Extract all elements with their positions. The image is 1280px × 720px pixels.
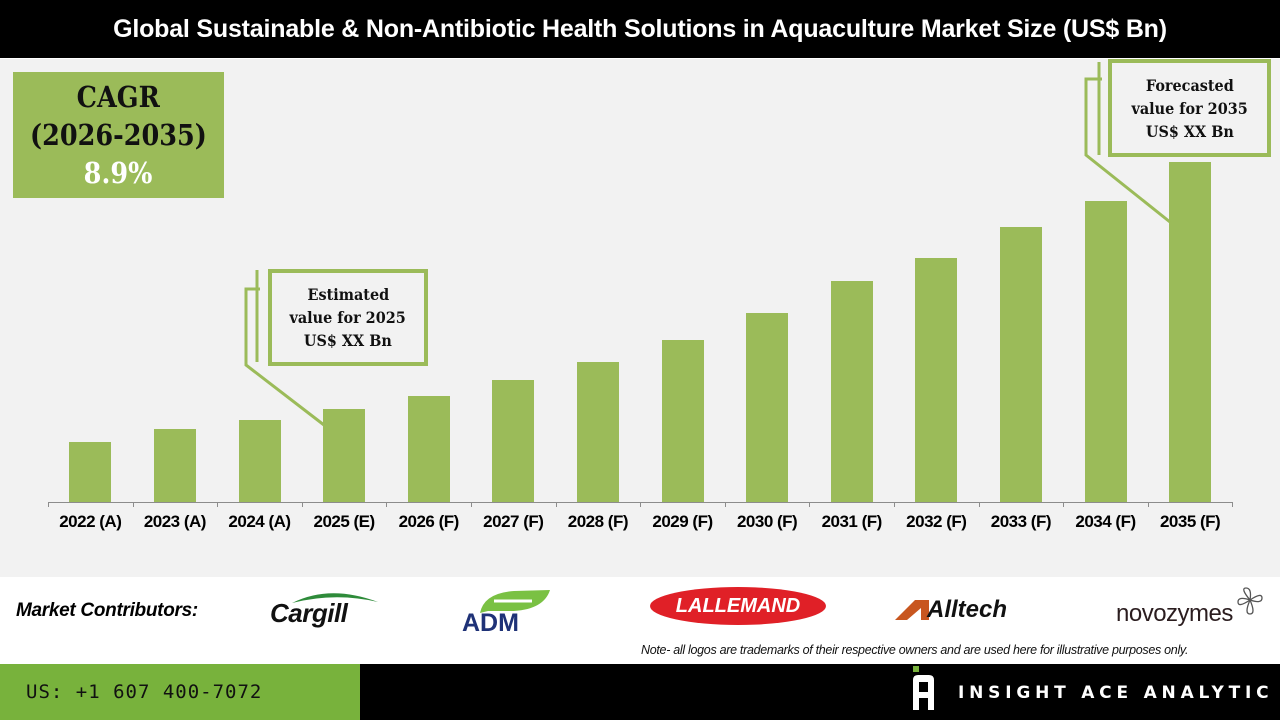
cagr-period: (2026-2035) bbox=[30, 118, 207, 152]
bar-2035 bbox=[1169, 162, 1212, 502]
estimated-line2: value for 2025 bbox=[289, 308, 407, 327]
x-tick bbox=[724, 502, 726, 507]
x-tick bbox=[48, 502, 49, 507]
forecasted-value-callout: Forecasted value for 2035 US$ XX Bn bbox=[1108, 59, 1271, 157]
x-tick bbox=[386, 502, 388, 507]
x-label: 2028 (F) bbox=[567, 512, 629, 531]
footer-brand-bar bbox=[360, 664, 1280, 720]
bar-2030 bbox=[746, 313, 789, 502]
bar-2024 bbox=[238, 420, 281, 502]
adm-logo: ADM bbox=[462, 590, 550, 638]
cargill-logo: Cargill bbox=[270, 593, 378, 629]
bar-2023 bbox=[153, 429, 196, 502]
forecasted-line1: Forecasted bbox=[1145, 75, 1234, 95]
x-label: 2026 (F) bbox=[398, 512, 460, 531]
bar-2031 bbox=[830, 281, 873, 502]
phone-number[interactable]: US: +1 607 400-7072 bbox=[26, 681, 263, 703]
novozymes-clover-icon bbox=[1237, 587, 1263, 615]
x-label: 2030 (F) bbox=[736, 512, 798, 531]
x-tick bbox=[1147, 502, 1149, 507]
bar-2028 bbox=[576, 362, 619, 502]
forecasted-line2: value for 2035 bbox=[1131, 98, 1248, 118]
x-tick bbox=[1232, 502, 1234, 507]
x-label: 2029 (F) bbox=[652, 512, 713, 531]
x-tick bbox=[978, 502, 980, 507]
page-title: Global Sustainable & Non-Antibiotic Heal… bbox=[0, 0, 1280, 58]
brand-name: INSIGHT ACE ANALYTIC bbox=[958, 683, 1274, 703]
footer-phone: US: +1 607 400-7072 bbox=[0, 664, 360, 720]
lallemand-logo: LALLEMAND bbox=[650, 587, 826, 625]
estimated-value-callout: Estimated value for 2025 US$ XX Bn bbox=[268, 269, 428, 366]
x-tick bbox=[809, 502, 811, 507]
cagr-label: CAGR bbox=[76, 80, 161, 114]
x-tick bbox=[640, 502, 642, 507]
x-tick bbox=[301, 502, 303, 507]
forecasted-line3: US$ XX Bn bbox=[1145, 121, 1234, 141]
adm-leaf-icon bbox=[480, 590, 550, 613]
x-label: 2023 (A) bbox=[143, 512, 207, 531]
x-label: 2025 (E) bbox=[313, 512, 375, 531]
bar-2034 bbox=[1084, 201, 1127, 502]
bar-2025 bbox=[323, 409, 366, 502]
x-label: 2035 (F) bbox=[1159, 512, 1221, 531]
x-tick bbox=[132, 502, 134, 507]
bar-2022 bbox=[69, 442, 112, 502]
alltech-a-icon bbox=[895, 600, 929, 620]
novozymes-logo: novozymes bbox=[1116, 587, 1263, 628]
x-tick bbox=[217, 502, 219, 507]
bar-2026 bbox=[407, 396, 450, 502]
bar-2027 bbox=[492, 380, 535, 502]
x-tick bbox=[894, 502, 895, 507]
x-label: 2022 (A) bbox=[59, 512, 122, 531]
x-label: 2033 (F) bbox=[990, 512, 1052, 531]
bar-2033 bbox=[999, 227, 1042, 502]
cagr-value: 8.9% bbox=[84, 156, 153, 190]
x-label: 2027 (F) bbox=[483, 512, 544, 531]
x-tick bbox=[555, 502, 557, 507]
x-label: 2034 (F) bbox=[1075, 512, 1136, 531]
x-label: 2031 (F) bbox=[821, 512, 883, 531]
cagr-box: CAGR (2026-2035) 8.9% bbox=[13, 72, 224, 198]
x-tick bbox=[471, 502, 472, 507]
bar-2029 bbox=[661, 340, 704, 502]
estimated-line3: US$ XX Bn bbox=[303, 331, 392, 350]
alltech-logo: Alltech bbox=[895, 596, 1007, 624]
cargill-leaf-icon bbox=[292, 593, 378, 603]
x-label: 2024 (A) bbox=[228, 512, 291, 531]
x-tick bbox=[1063, 502, 1065, 507]
insight-ace-logo-icon bbox=[913, 666, 934, 710]
bar-2032 bbox=[915, 258, 958, 502]
estimated-line1: Estimated bbox=[307, 285, 389, 304]
x-label: 2032 (F) bbox=[906, 512, 967, 531]
market-contributors-label: Market Contributors: bbox=[16, 600, 198, 621]
trademark-note: Note- all logos are trademarks of their … bbox=[641, 643, 1189, 657]
